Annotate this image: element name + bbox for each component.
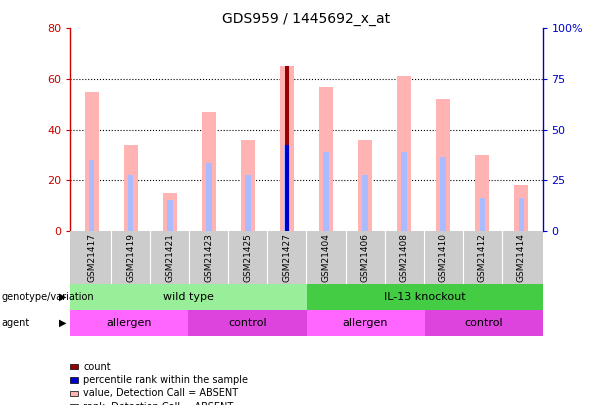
Text: GSM21412: GSM21412 — [478, 233, 487, 282]
Text: value, Detection Call = ABSENT: value, Detection Call = ABSENT — [83, 388, 238, 398]
Bar — [280, 66, 294, 231]
Text: GSM21425: GSM21425 — [243, 233, 253, 282]
Bar — [324, 152, 329, 231]
Text: wild type: wild type — [163, 292, 214, 302]
Text: percentile rank within the sample: percentile rank within the sample — [83, 375, 248, 385]
Text: GSM21421: GSM21421 — [166, 233, 175, 282]
Bar — [319, 87, 333, 231]
Bar — [441, 158, 446, 231]
Text: GSM21408: GSM21408 — [400, 233, 408, 282]
Text: GSM21427: GSM21427 — [283, 233, 292, 282]
Bar — [89, 160, 94, 231]
Bar — [240, 140, 256, 231]
Text: control: control — [228, 318, 267, 328]
Bar — [202, 112, 216, 231]
Bar — [424, 310, 543, 336]
Bar — [70, 284, 306, 310]
Bar — [207, 162, 211, 231]
Bar — [285, 66, 289, 231]
Bar — [402, 152, 406, 231]
Text: GSM21417: GSM21417 — [88, 233, 96, 282]
Text: allergen: allergen — [343, 318, 388, 328]
Bar — [514, 185, 528, 231]
Text: ▶: ▶ — [59, 318, 66, 328]
Bar — [306, 284, 543, 310]
Bar — [284, 145, 289, 231]
Bar — [245, 175, 251, 231]
Text: count: count — [83, 362, 111, 371]
Bar — [167, 200, 172, 231]
Text: GSM21404: GSM21404 — [321, 233, 330, 282]
Text: rank, Detection Call = ABSENT: rank, Detection Call = ABSENT — [83, 402, 234, 405]
Bar — [162, 193, 177, 231]
Bar — [519, 198, 524, 231]
Bar — [129, 175, 134, 231]
Text: GDS959 / 1445692_x_at: GDS959 / 1445692_x_at — [223, 12, 390, 26]
Bar — [70, 310, 189, 336]
Bar — [85, 92, 99, 231]
Bar — [436, 99, 451, 231]
Text: allergen: allergen — [107, 318, 152, 328]
Text: IL-13 knockout: IL-13 knockout — [384, 292, 465, 302]
Text: genotype/variation: genotype/variation — [1, 292, 94, 302]
Text: GSM21410: GSM21410 — [438, 233, 447, 282]
Text: GSM21414: GSM21414 — [517, 233, 525, 282]
Bar — [306, 310, 424, 336]
Bar — [479, 198, 484, 231]
Text: agent: agent — [1, 318, 29, 328]
Bar — [189, 310, 306, 336]
Text: ▶: ▶ — [59, 292, 66, 302]
Bar — [397, 77, 411, 231]
Bar — [285, 145, 289, 231]
Bar — [357, 140, 373, 231]
Text: control: control — [464, 318, 503, 328]
Bar — [362, 175, 368, 231]
Text: GSM21406: GSM21406 — [360, 233, 370, 282]
Bar — [474, 155, 489, 231]
Text: GSM21419: GSM21419 — [126, 233, 135, 282]
Text: GSM21423: GSM21423 — [205, 233, 213, 282]
Bar — [124, 145, 139, 231]
